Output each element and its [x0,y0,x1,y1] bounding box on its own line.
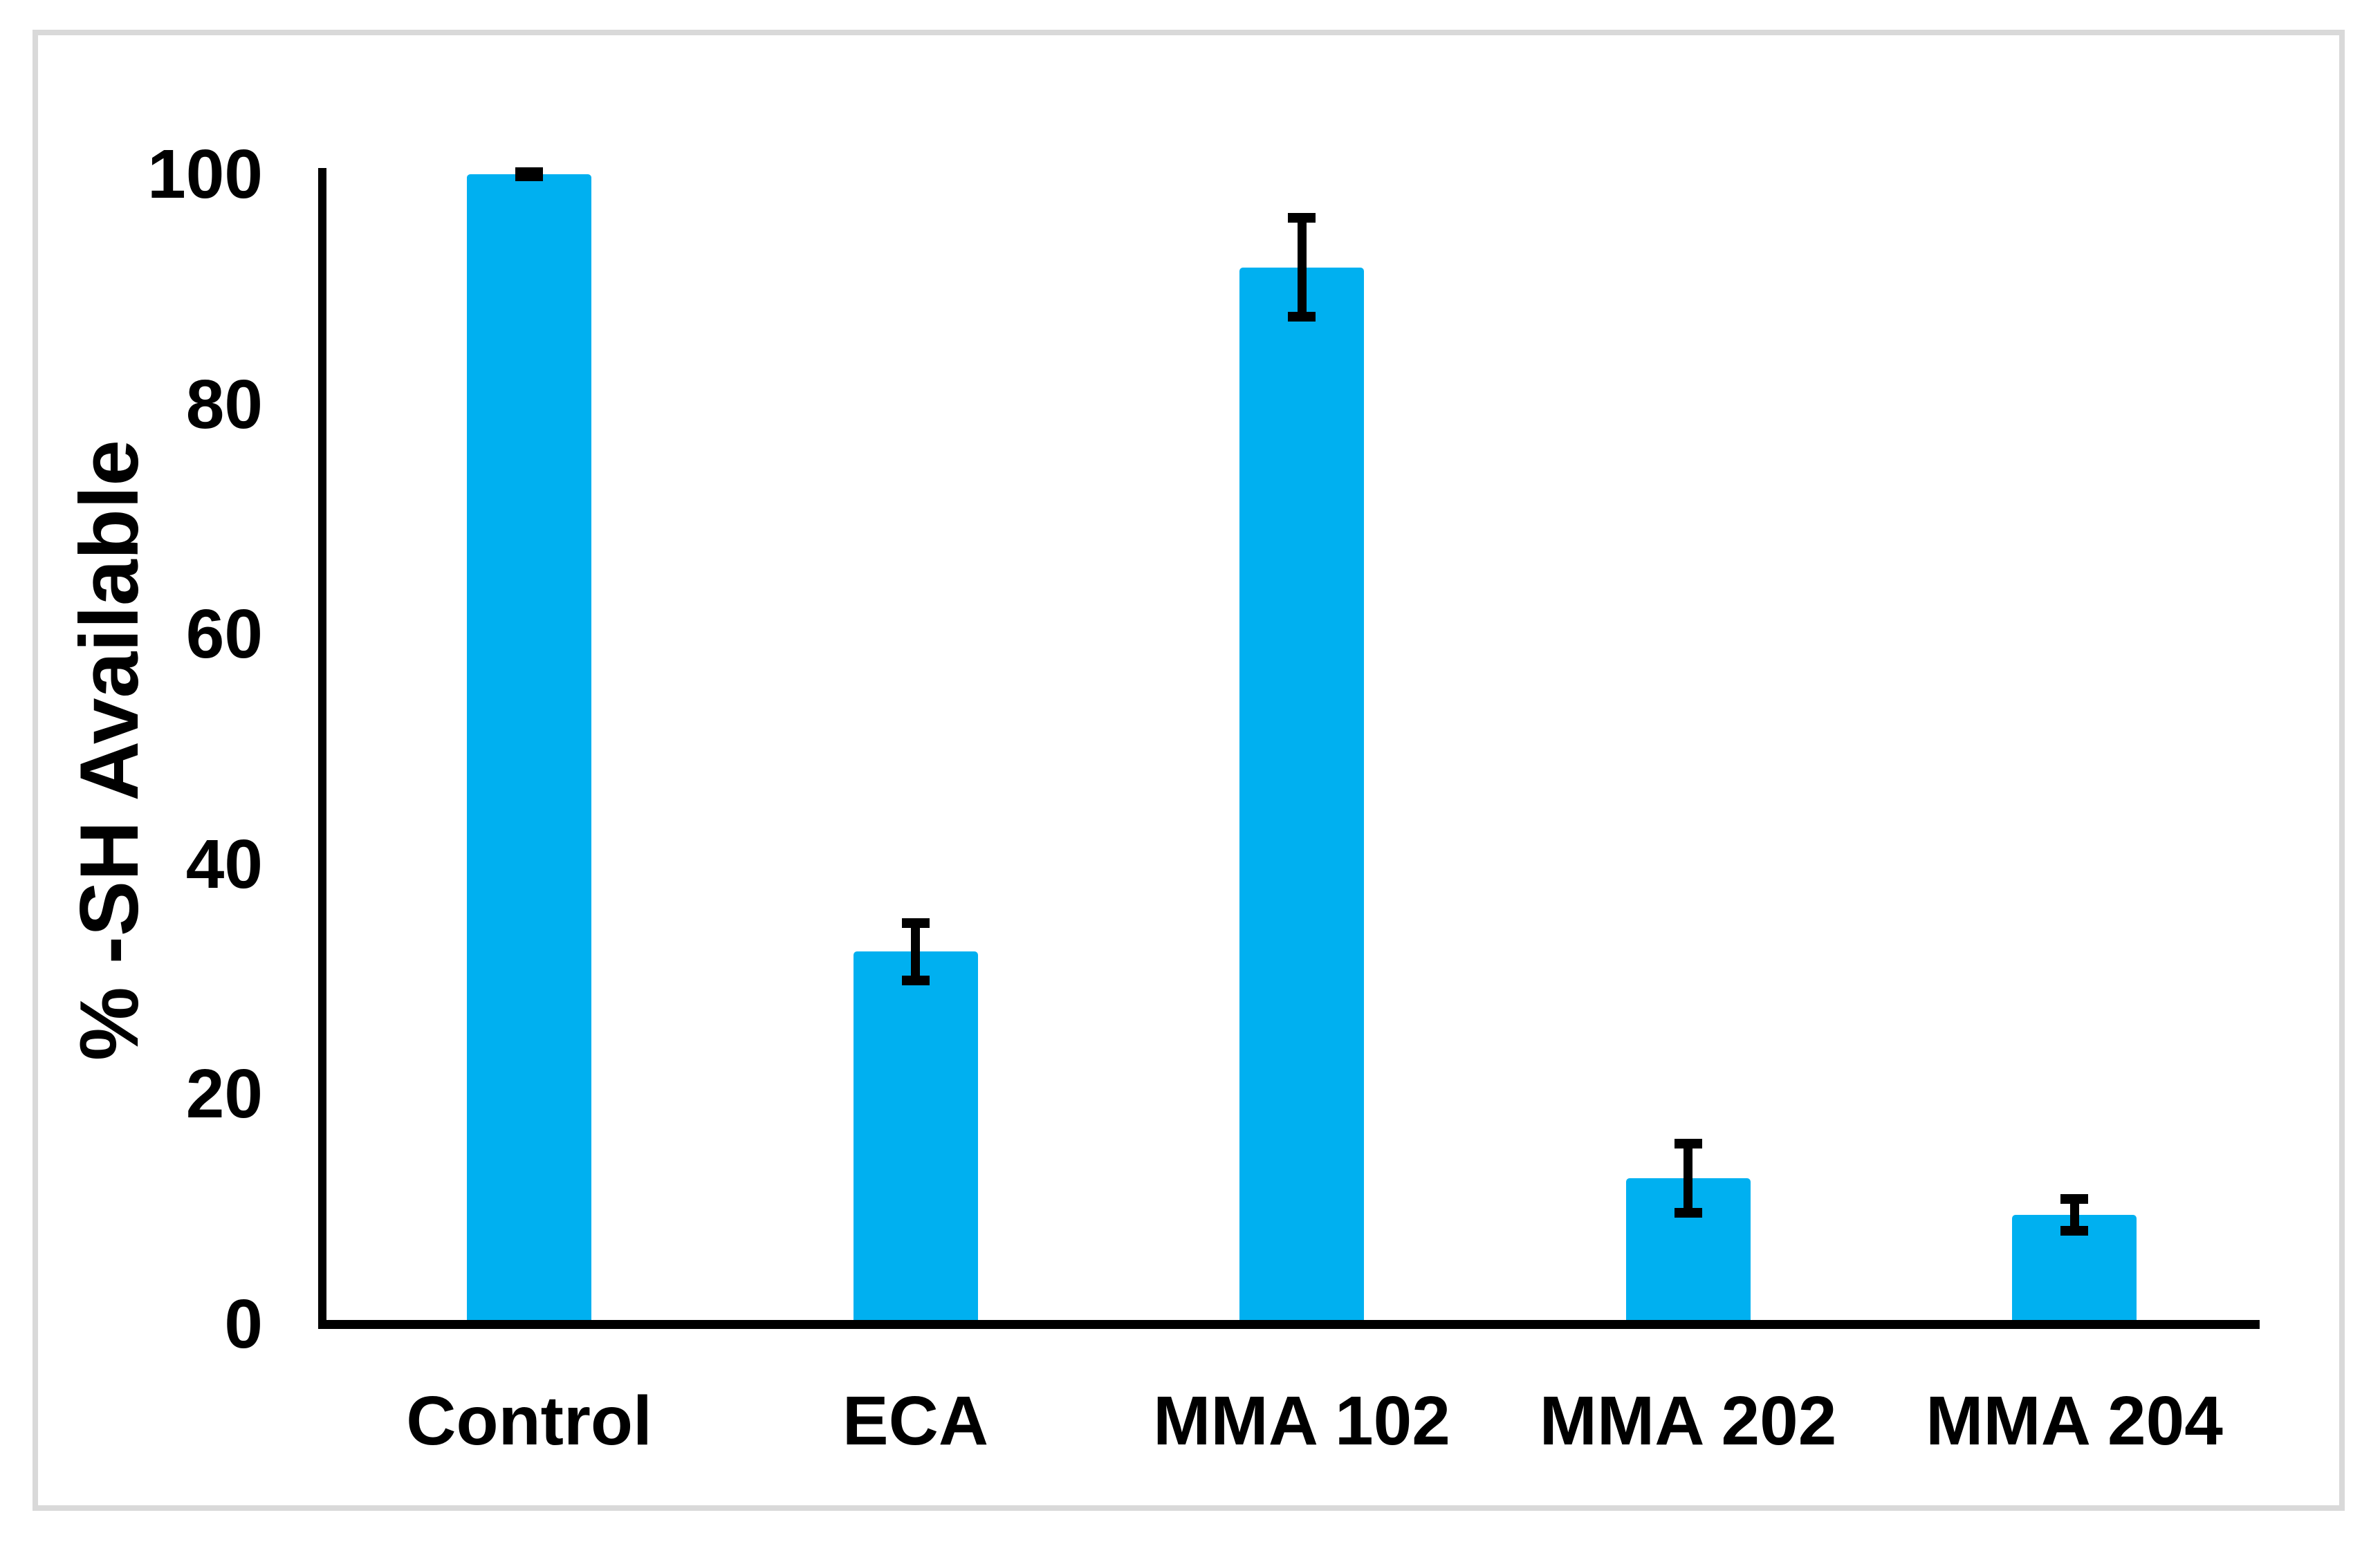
x-axis-line [318,1320,2260,1329]
y-tick-label-60: 60 [185,595,263,673]
error-bar-eca-lower-cap [901,975,930,985]
x-category-label-mma-204: MMA 204 [1926,1382,2223,1460]
error-bar-mma-102-upper-cap [1288,213,1316,223]
y-tick-label-0: 0 [224,1285,263,1363]
chart-frame [33,30,2345,1511]
y-axis-line [318,168,326,1328]
x-category-label-mma-202: MMA 202 [1539,1382,1837,1460]
y-tick-label-20: 20 [185,1055,263,1133]
y-tick-label-100: 100 [147,136,263,213]
error-bar-control-lower-cap [515,171,543,182]
bar-eca [853,951,978,1324]
y-tick-label-80: 80 [185,365,263,443]
error-bar-mma-202-upper-cap [1674,1138,1702,1148]
error-bar-mma-102-lower-cap [1288,312,1316,322]
bar-mma-102 [1239,267,1364,1324]
error-bar-mma-202-lower-cap [1674,1207,1702,1218]
error-bar-eca [911,922,920,980]
error-bar-mma-204-upper-cap [2060,1193,2088,1204]
x-category-label-mma-102: MMA 102 [1153,1382,1450,1460]
y-tick-label-40: 40 [185,825,263,903]
bar-control [467,174,591,1324]
error-bar-mma-204-lower-cap [2060,1226,2088,1236]
error-bar-eca-upper-cap [901,918,930,928]
x-category-label-control: Control [406,1382,652,1460]
error-bar-mma-204 [2069,1198,2079,1231]
x-category-label-eca: ECA [842,1382,989,1460]
error-bar-mma-202 [1683,1143,1692,1213]
error-bar-mma-102 [1297,218,1307,317]
